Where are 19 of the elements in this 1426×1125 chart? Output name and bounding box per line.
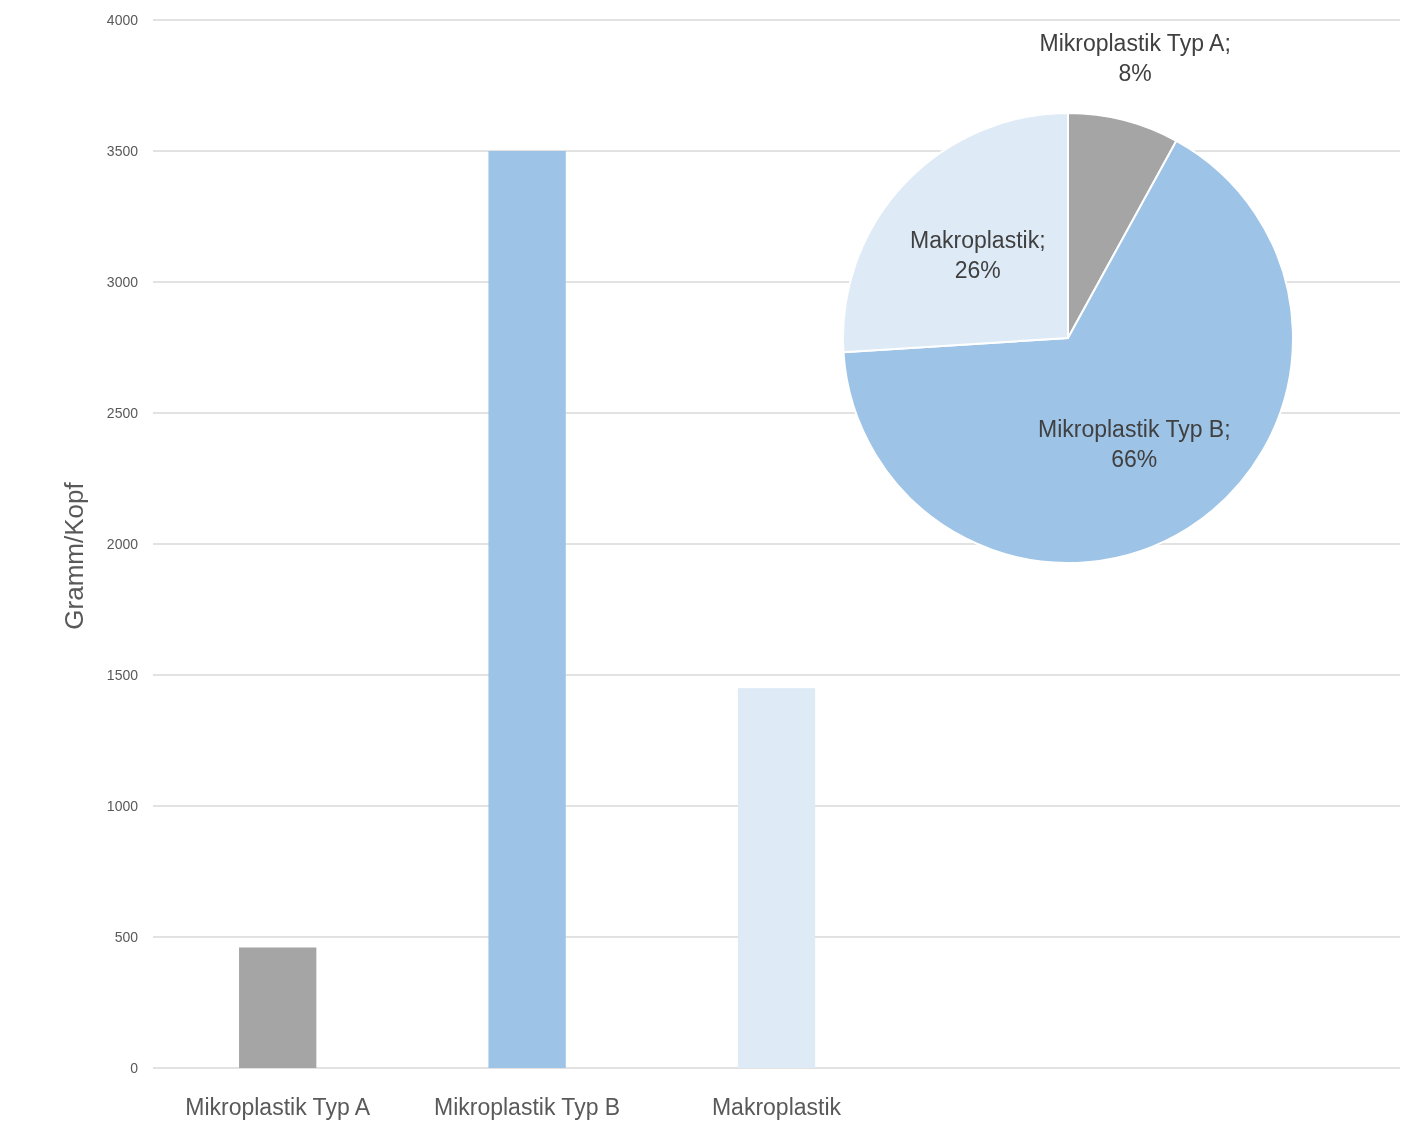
x-tick-label: Mikroplastik Typ A	[185, 1094, 371, 1120]
y-tick-label: 500	[114, 928, 139, 945]
y-tick-label: 3000	[106, 273, 139, 290]
slice-label: Mikroplastik Typ B; 66%	[1038, 416, 1231, 473]
y-tick-label: 1000	[106, 797, 139, 814]
bar	[239, 947, 317, 1068]
slice-label: Mikroplastik Typ A; 8%	[1039, 30, 1231, 87]
slice-label: Makroplastik; 26%	[910, 227, 1046, 284]
y-tick-label: 0	[130, 1059, 139, 1076]
y-tick-label: 4000	[106, 11, 139, 28]
bar	[488, 151, 566, 1068]
y-tick-label: 2000	[106, 535, 139, 552]
y-tick-label: 3500	[106, 142, 139, 159]
bar	[737, 688, 816, 1068]
y-tick-label: 2500	[106, 404, 139, 421]
y-axis-title: Gramm/Kopf	[59, 481, 89, 630]
x-tick-label: Mikroplastik Typ B	[434, 1094, 621, 1120]
y-tick-label: 1500	[106, 666, 139, 683]
x-tick-label: Makroplastik	[711, 1094, 842, 1120]
